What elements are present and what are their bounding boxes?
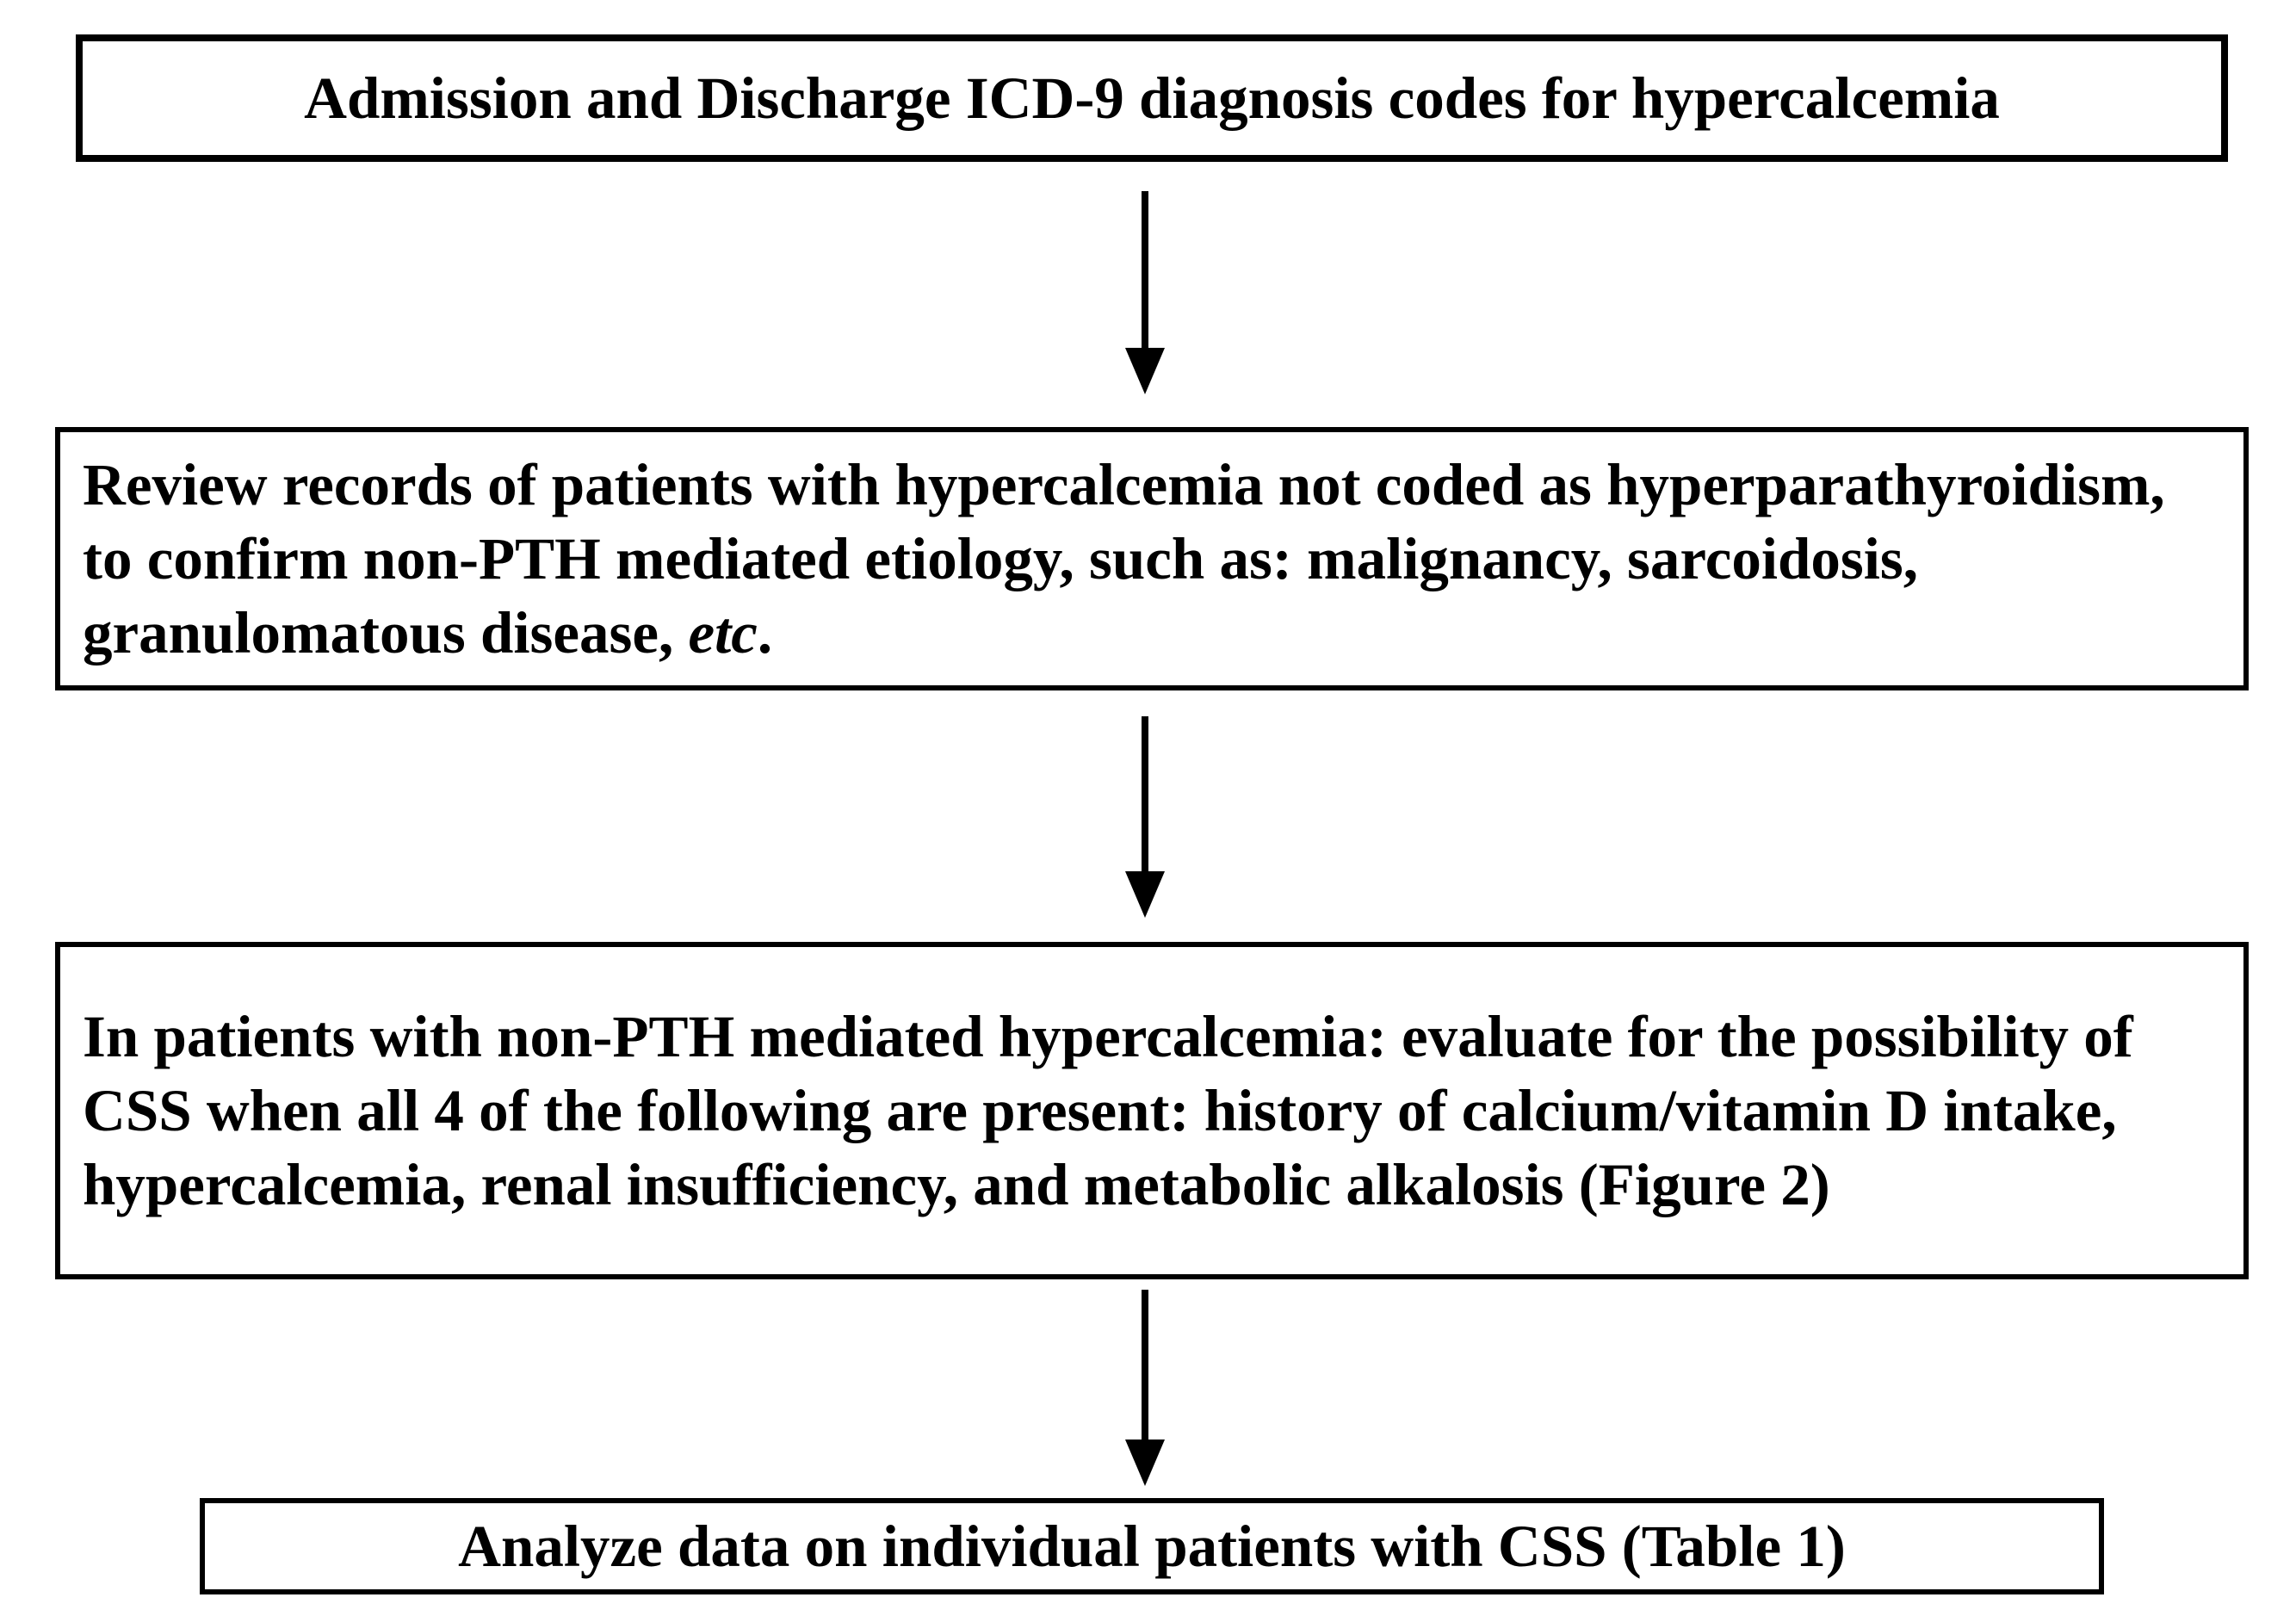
flow-arrow-3 [1125,1290,1165,1486]
flow-node-2-etc: etc [688,600,757,666]
flow-node-4: Analyze data on individual patients with… [200,1498,2104,1594]
flow-arrow-2 [1125,716,1165,918]
flow-node-4-text: Analyze data on individual patients with… [458,1513,1846,1581]
flow-node-2: Review records of patients with hypercal… [55,427,2249,690]
flow-node-1-text: Admission and Discharge ICD-9 diagnosis … [304,65,2000,133]
flow-node-2-text-post: . [758,600,772,666]
flow-node-3: In patients with non-PTH mediated hyperc… [55,942,2249,1279]
flow-arrow-1 [1125,191,1165,394]
flowchart-canvas: Admission and Discharge ICD-9 diagnosis … [0,0,2296,1616]
flow-node-2-text-pre: Review records of patients with hypercal… [83,452,2165,666]
flow-node-1: Admission and Discharge ICD-9 diagnosis … [76,34,2228,162]
flow-node-3-text: In patients with non-PTH mediated hyperc… [83,1000,2221,1223]
flow-node-2-text: Review records of patients with hypercal… [83,448,2221,671]
